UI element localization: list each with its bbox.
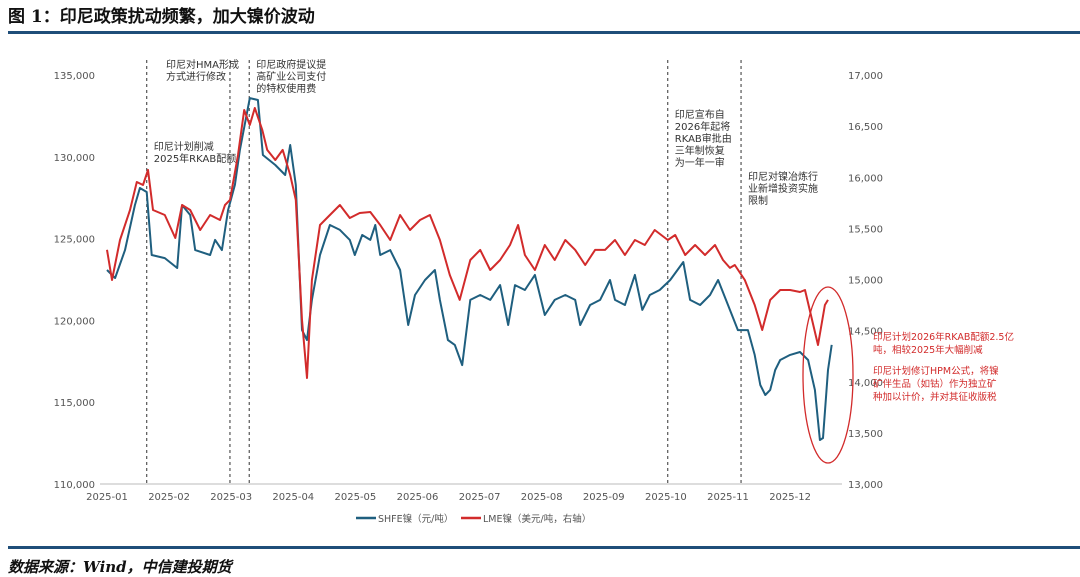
y-left-tick-label: 115,000 xyxy=(54,398,95,409)
event-annotation-text: RKAB审批由 xyxy=(675,132,732,145)
x-tick-label: 2025-05 xyxy=(335,492,377,503)
x-tick-label: 2025-01 xyxy=(86,492,128,503)
side-note-text: 种加以计价，并对其征收版税 xyxy=(873,391,997,403)
x-tick-label: 2025-04 xyxy=(272,492,314,503)
y-right-tick-label: 14,000 xyxy=(848,378,883,389)
y-left-tick-label: 130,000 xyxy=(54,153,95,164)
x-tick-label: 2025-09 xyxy=(583,492,625,503)
footer-rule xyxy=(8,546,1080,549)
event-annotation-text: 三年制恢复 xyxy=(675,144,725,157)
y-left-tick-label: 120,000 xyxy=(54,316,95,327)
x-tick-label: 2025-10 xyxy=(645,492,687,503)
legend-label: LME镍（美元/吨，右轴） xyxy=(483,513,591,525)
y-right-tick-label: 15,500 xyxy=(848,224,883,235)
event-annotation-text: 2026年起将 xyxy=(675,120,730,133)
event-annotation-text: 限制 xyxy=(748,194,768,207)
legend-label: SHFE镍（元/吨） xyxy=(378,513,453,525)
data-source: 数据来源：Wind，中信建投期货 xyxy=(8,558,232,576)
y-right-tick-label: 15,000 xyxy=(848,276,883,287)
x-tick-label: 2025-08 xyxy=(521,492,563,503)
figure-title: 图 1：印尼政策扰动频繁，加大镍价波动 xyxy=(8,7,315,27)
side-note-text: 印尼计划修订HPM公式，将镍 xyxy=(873,365,999,377)
x-tick-label: 2025-03 xyxy=(210,492,252,503)
y-right-tick-label: 17,000 xyxy=(848,71,883,82)
event-annotation-text: 的特权使用费 xyxy=(256,82,316,95)
y-right-tick-label: 13,500 xyxy=(848,429,883,440)
event-annotation-text: 印尼对HMA形成 xyxy=(166,58,239,71)
x-tick-label: 2025-06 xyxy=(397,492,439,503)
event-annotation-text: 为一年一审 xyxy=(675,156,725,169)
lme-nickel-line xyxy=(106,107,829,379)
shfe-nickel-line xyxy=(106,97,833,441)
side-note-text: 矿伴生品（如钴）作为独立矿 xyxy=(873,378,997,390)
event-annotation-text: 方式进行修改 xyxy=(166,70,226,83)
y-right-tick-label: 16,500 xyxy=(848,122,883,133)
header-rule xyxy=(8,31,1080,34)
x-tick-label: 2025-02 xyxy=(148,492,190,503)
side-note-text: 印尼计划2026年RKAB配额2.5亿 xyxy=(873,331,1014,343)
side-note-text: 吨，相较2025年大幅削减 xyxy=(873,344,983,356)
y-right-tick-label: 14,500 xyxy=(848,327,883,338)
highlight-circle xyxy=(802,286,854,464)
event-annotation-text: 高矿业公司支付 xyxy=(256,70,326,83)
event-annotation-text: 印尼对镍冶炼行 xyxy=(748,170,818,183)
event-annotation-text: 印尼计划削减 xyxy=(154,140,214,153)
y-right-tick-label: 16,000 xyxy=(848,173,883,184)
event-annotation-text: 业新增投资实施 xyxy=(748,182,818,195)
y-left-tick-label: 125,000 xyxy=(54,235,95,246)
x-tick-label: 2025-12 xyxy=(769,492,811,503)
event-annotation-text: 印尼宣布自 xyxy=(675,108,725,121)
event-annotation-text: 2025年RKAB配额 xyxy=(154,152,236,165)
y-left-tick-label: 110,000 xyxy=(54,480,95,491)
y-left-tick-label: 135,000 xyxy=(54,71,95,82)
event-annotation-text: 印尼政府提议提 xyxy=(256,58,326,71)
x-tick-label: 2025-11 xyxy=(707,492,749,503)
nickel-price-chart: 110,000 115,000 120,000 125,000 130,000 135,0… xyxy=(54,58,1014,525)
x-tick-label: 2025-07 xyxy=(459,492,501,503)
y-right-tick-label: 13,000 xyxy=(848,480,883,491)
